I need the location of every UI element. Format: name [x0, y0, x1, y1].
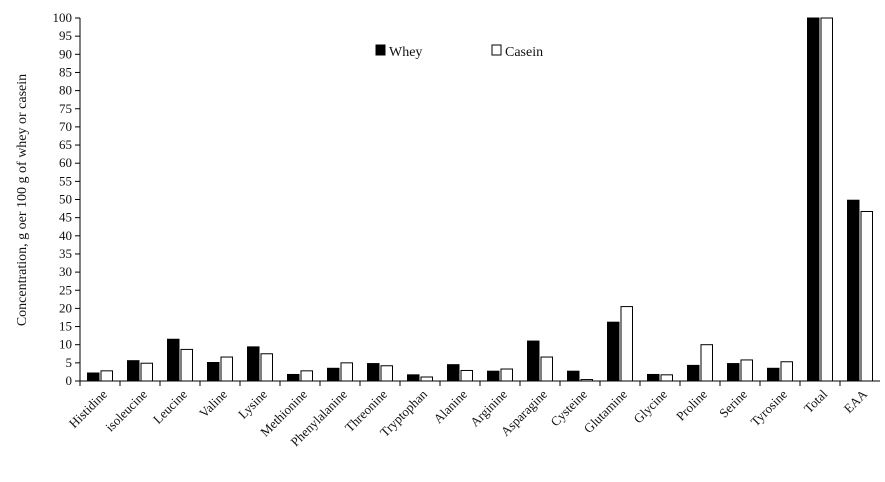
y-tick-label: 95 — [59, 28, 72, 43]
x-tick-label: Serine — [716, 386, 750, 420]
bar-casein-histidine — [100, 370, 113, 382]
y-tick-label: 60 — [59, 155, 72, 170]
bar-casein-isoleucine — [140, 362, 153, 382]
x-tick-label: Glycine — [630, 386, 670, 426]
y-tick-label: 30 — [59, 264, 72, 279]
bar-casein-lysine — [260, 353, 273, 382]
bar-whey-lysine — [247, 346, 260, 382]
y-tick-label: 45 — [59, 210, 72, 225]
y-tick-label: 85 — [59, 64, 72, 79]
bar-whey-leucine — [167, 338, 180, 382]
x-tick-label: Glutamine — [581, 386, 631, 436]
x-tick-label: EAA — [841, 386, 871, 416]
bar-whey-cysteine — [567, 370, 580, 382]
y-tick-label: 50 — [59, 192, 72, 207]
bar-casein-cysteine — [580, 379, 593, 382]
y-tick-label: 15 — [59, 319, 72, 334]
y-tick-label: 100 — [53, 10, 73, 25]
bar-whey-asparagine — [527, 340, 540, 382]
y-tick-label: 80 — [59, 83, 72, 98]
bar-whey-glycine — [647, 373, 660, 382]
bar-casein-phenylalanine — [340, 362, 353, 382]
bar-casein-tryptophan — [420, 376, 433, 382]
y-tick-label: 20 — [59, 300, 72, 315]
y-tick-label: 55 — [59, 173, 72, 188]
bar-whey-glutamine — [607, 321, 620, 382]
bar-casein-eaa — [860, 210, 873, 382]
x-tick-label: Leucine — [150, 386, 190, 426]
bar-casein-tyrosine — [780, 361, 793, 382]
x-tick-label: Tyrosine — [747, 386, 790, 429]
bar-casein-glycine — [660, 374, 673, 382]
y-tick-label: 70 — [59, 119, 72, 134]
bar-casein-threonine — [380, 365, 393, 382]
bar-casein-asparagine — [540, 356, 553, 382]
y-tick-label: 40 — [59, 228, 72, 243]
bar-casein-proline — [700, 344, 713, 382]
bar-casein-methionine — [300, 370, 313, 382]
bar-casein-alanine — [460, 369, 473, 382]
bar-whey-threonine — [367, 363, 380, 382]
bar-whey-histidine — [87, 372, 100, 382]
y-tick-label: 5 — [66, 355, 73, 370]
bar-whey-phenylalanine — [327, 367, 340, 382]
bar-casein-valine — [220, 356, 233, 382]
y-tick-label: 65 — [59, 137, 72, 152]
x-tick-label: Total — [801, 386, 831, 416]
bar-casein-arginine — [500, 368, 513, 382]
y-tick-label: 25 — [59, 282, 72, 297]
bar-casein-glutamine — [620, 306, 633, 382]
x-tick-label: Lysine — [235, 386, 270, 421]
bar-whey-isoleucine — [127, 360, 140, 382]
x-tick-label: Alanine — [430, 386, 470, 426]
legend-swatch-casein — [491, 44, 502, 56]
y-tick-label: 0 — [66, 373, 73, 388]
legend-label-whey: Whey — [389, 45, 422, 60]
bar-whey-tyrosine — [767, 367, 780, 382]
bar-whey-total — [807, 17, 820, 382]
bar-whey-valine — [207, 361, 220, 382]
y-tick-label: 90 — [59, 46, 72, 61]
bar-casein-serine — [740, 359, 753, 382]
bar-whey-arginine — [487, 370, 500, 382]
x-tick-label: isoleucine — [102, 386, 150, 434]
legend-swatch-whey — [375, 44, 386, 56]
bar-whey-eaa — [847, 199, 860, 382]
y-tick-label: 75 — [59, 101, 72, 116]
bar-casein-total — [820, 17, 833, 382]
bar-whey-alanine — [447, 364, 460, 382]
legend-label-casein: Casein — [505, 45, 543, 60]
x-tick-label: Proline — [673, 386, 710, 423]
x-tick-label: Valine — [196, 386, 230, 420]
y-axis-title: Concentration, g oer 100 g of whey or ca… — [15, 74, 30, 326]
bar-whey-tryptophan — [407, 374, 420, 382]
bar-whey-methionine — [287, 373, 300, 382]
y-tick-label: 10 — [59, 337, 72, 352]
bar-whey-proline — [687, 364, 700, 382]
y-tick-label: 35 — [59, 246, 72, 261]
bar-casein-leucine — [180, 348, 193, 382]
bar-whey-serine — [727, 363, 740, 382]
